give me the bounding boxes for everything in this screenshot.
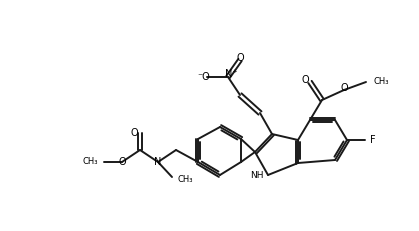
Text: O: O [236, 53, 244, 63]
Text: ⁻O: ⁻O [198, 72, 210, 82]
Text: N⁺: N⁺ [225, 69, 237, 79]
Text: O: O [301, 75, 309, 85]
Text: CH₃: CH₃ [177, 176, 192, 185]
Text: CH₃: CH₃ [83, 158, 98, 167]
Text: F: F [370, 135, 375, 145]
Text: NH: NH [251, 170, 264, 179]
Text: N: N [154, 157, 162, 167]
Text: O: O [340, 83, 348, 93]
Text: O: O [130, 128, 138, 138]
Text: CH₃: CH₃ [373, 77, 388, 86]
Text: O: O [118, 157, 126, 167]
